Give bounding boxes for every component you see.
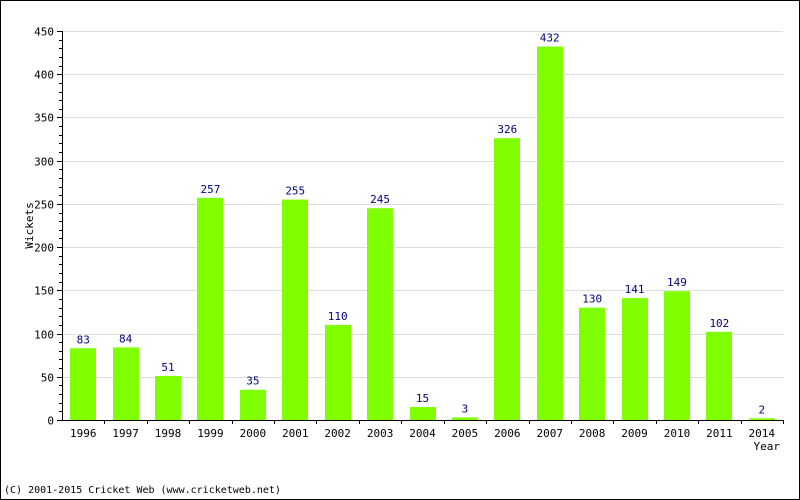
y-tick-label: 150 — [34, 285, 54, 298]
bar-value-label: 149 — [667, 276, 687, 289]
bar-value-label: 255 — [285, 185, 305, 198]
x-tick-label: 2010 — [664, 427, 691, 440]
bar — [70, 348, 96, 420]
bar — [579, 307, 605, 420]
x-tick-label: 2008 — [579, 427, 606, 440]
bar-value-label: 141 — [625, 283, 645, 296]
bar-value-label: 51 — [161, 361, 174, 374]
gridlines — [62, 31, 783, 378]
x-tick-label: 2014 — [749, 427, 776, 440]
y-tick-label: 200 — [34, 242, 54, 255]
x-tick-label: 1996 — [70, 427, 97, 440]
x-tick-label: 2009 — [621, 427, 648, 440]
bar-value-label: 110 — [328, 310, 348, 323]
x-tick-label: 2004 — [409, 427, 436, 440]
bar — [410, 407, 436, 420]
bar-value-label: 432 — [540, 32, 560, 45]
bar — [155, 375, 181, 420]
x-axis-title: Year — [754, 440, 781, 453]
x-ticks: 1996 1997 1998 1999 2000 2001 2002 2003 2004 2005… — [70, 420, 784, 440]
x-tick-label: 2007 — [536, 427, 563, 440]
y-tick-label: 300 — [34, 156, 54, 169]
x-tick-label: 2000 — [240, 427, 267, 440]
y-tick-label: 350 — [34, 112, 54, 125]
x-tick-label: 1999 — [197, 427, 224, 440]
x-tick-label: 2003 — [367, 427, 394, 440]
x-tick-label: 2002 — [324, 427, 351, 440]
x-tick-label: 2001 — [282, 427, 309, 440]
bar-value-label: 326 — [497, 123, 517, 136]
bar — [622, 298, 648, 420]
bar — [240, 389, 266, 420]
bar — [664, 291, 690, 420]
bar-value-label: 102 — [709, 317, 729, 330]
bar-value-label: 35 — [246, 375, 259, 388]
bar-value-label: 15 — [416, 392, 429, 405]
bar-value-label: 84 — [119, 332, 133, 345]
bar — [113, 347, 139, 420]
bar-value-label: 3 — [462, 402, 469, 415]
copyright-text: (C) 2001-2015 Cricket Web (www.cricketwe… — [4, 485, 281, 496]
bar — [367, 208, 393, 420]
axes — [62, 31, 783, 421]
y-tick-label: 0 — [47, 415, 54, 428]
bar — [494, 138, 520, 421]
bar-value-label: 257 — [201, 183, 221, 196]
bar-value-label: 2 — [758, 403, 765, 416]
bar-value-label: 83 — [77, 333, 90, 346]
bar — [749, 418, 775, 420]
y-ticks: 0 50 100 150 200 250 300 350 400 450 — [34, 26, 62, 428]
y-tick-label: 250 — [34, 199, 54, 212]
y-axis-title: Wickets — [23, 202, 36, 248]
data-labels: 83 84 51 257 35 255 110 245 15 3 326 432 130 141 149 10… — [77, 32, 766, 417]
bar — [197, 197, 223, 420]
bar — [282, 199, 308, 420]
x-tick-label: 2011 — [706, 427, 733, 440]
bar — [325, 324, 351, 420]
x-tick-label: 2005 — [452, 427, 479, 440]
y-tick-label: 400 — [34, 69, 54, 82]
bars — [70, 46, 775, 421]
x-tick-label: 2006 — [494, 427, 521, 440]
bar — [452, 417, 478, 420]
bar — [537, 46, 563, 421]
y-tick-label: 450 — [34, 26, 54, 39]
bar-value-label: 130 — [582, 293, 602, 306]
bar-value-label: 245 — [370, 193, 390, 206]
y-tick-label: 50 — [41, 372, 54, 385]
x-tick-label: 1998 — [155, 427, 182, 440]
bar — [706, 331, 732, 420]
y-tick-label: 100 — [34, 329, 54, 342]
x-tick-label: 1997 — [112, 427, 139, 440]
